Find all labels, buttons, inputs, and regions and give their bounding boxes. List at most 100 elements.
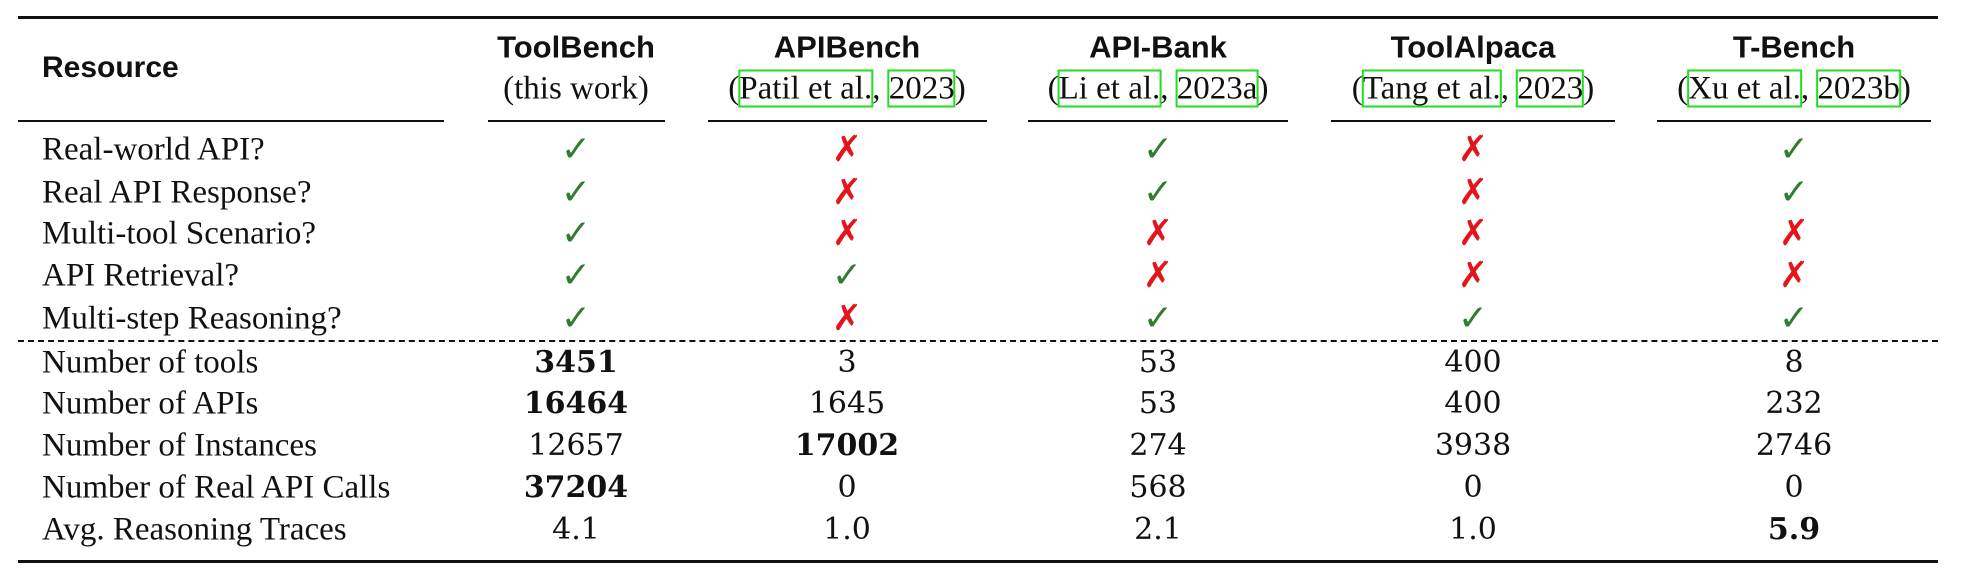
row-label: Multi-step Reasoning?	[42, 300, 342, 337]
cell: 1.0	[823, 512, 871, 547]
citation-link[interactable]: 2023a	[1175, 69, 1259, 108]
citation-link[interactable]: Li et al.	[1057, 69, 1162, 108]
header-cell: Resource	[42, 51, 179, 84]
citation-link[interactable]: Tang et al.	[1361, 69, 1502, 108]
check-mark: ✓	[560, 129, 592, 170]
cell: 8	[1784, 345, 1804, 380]
subtitle-text: ,	[872, 70, 889, 107]
check-mark: ✓	[560, 298, 592, 339]
check-mark: ✓	[1778, 298, 1810, 339]
cell: 17002	[794, 428, 900, 463]
subtitle-text: ,	[1800, 70, 1818, 107]
row-label: Number of tools	[42, 344, 259, 381]
cross-mark: ✗	[831, 213, 863, 254]
header-cell: T-Bench	[1732, 29, 1856, 65]
check-mark: ✓	[1142, 129, 1174, 170]
check-mark: ✓	[1142, 172, 1174, 213]
cell: 3938	[1434, 428, 1512, 463]
cell: 4.1	[552, 512, 600, 547]
citation-link[interactable]: Patil et al.	[738, 69, 874, 108]
check-mark: ✓	[560, 255, 592, 296]
header-cell: ToolBench	[497, 29, 655, 65]
citation-link[interactable]: 2023	[887, 69, 956, 108]
subtitle-text: (	[1351, 70, 1363, 107]
cell: 2.1	[1134, 512, 1182, 547]
subtitle-text: (this work)	[503, 70, 649, 107]
cell: 12657	[528, 428, 624, 463]
cell: 16464	[523, 386, 629, 421]
citation-link[interactable]: 2023	[1516, 69, 1585, 108]
row-label: Avg. Reasoning Traces	[42, 511, 347, 548]
cross-mark: ✗	[1142, 213, 1174, 254]
cell: 1.0	[1449, 512, 1497, 547]
citation-link[interactable]: Xu et al.	[1687, 69, 1802, 108]
cell: 3451	[534, 345, 618, 380]
cross-mark: ✗	[1457, 172, 1489, 213]
header-cell: API-Bank	[1089, 29, 1227, 65]
check-mark: ✓	[560, 213, 592, 254]
cross-mark: ✗	[1142, 255, 1174, 296]
cell: 568	[1129, 470, 1187, 505]
row-label: API Retrieval?	[42, 257, 240, 294]
header-subtitle: (this work)	[503, 70, 649, 107]
row-label: Number of Instances	[42, 427, 317, 464]
cell: 400	[1444, 345, 1502, 380]
cell: 0	[1784, 470, 1804, 505]
cell: 3	[837, 345, 857, 380]
cell: 400	[1444, 386, 1502, 421]
cell: 0	[837, 470, 857, 505]
cell: 53	[1138, 386, 1178, 421]
header-underline	[488, 120, 665, 122]
subtitle-text: )	[1257, 70, 1269, 107]
header-underline	[1028, 120, 1288, 122]
subtitle-text: (	[1677, 70, 1689, 107]
top-rule	[18, 16, 1938, 19]
header-underline	[1331, 120, 1615, 122]
cross-mark: ✗	[1457, 255, 1489, 296]
cross-mark: ✗	[1778, 255, 1810, 296]
row-label: Real API Response?	[42, 174, 312, 211]
row-label: Multi-tool Scenario?	[42, 215, 317, 252]
row-label: Number of Real API Calls	[42, 469, 391, 506]
header-subtitle: (Xu et al., 2023b)	[1677, 69, 1911, 108]
header-underline	[708, 120, 987, 122]
header-subtitle: (Patil et al., 2023)	[728, 69, 966, 108]
cell: 274	[1129, 428, 1187, 463]
header-subtitle: (Tang et al., 2023)	[1351, 69, 1595, 108]
check-mark: ✓	[1778, 172, 1810, 213]
cell: 1645	[808, 386, 886, 421]
cell: 232	[1765, 386, 1823, 421]
header-cell: ToolAlpaca	[1390, 29, 1556, 65]
row-label: Number of APIs	[42, 385, 259, 422]
bottom-rule	[18, 560, 1938, 563]
cross-mark: ✗	[1457, 213, 1489, 254]
subtitle-text: )	[1583, 70, 1595, 107]
dashed-divider	[18, 340, 1938, 342]
cell: 37204	[523, 470, 629, 505]
check-mark: ✓	[831, 255, 863, 296]
header-underline	[1657, 120, 1931, 122]
header-subtitle: (Li et al., 2023a)	[1047, 69, 1269, 108]
cell: 53	[1138, 345, 1178, 380]
check-mark: ✓	[1457, 298, 1489, 339]
cross-mark: ✗	[1457, 129, 1489, 170]
citation-link[interactable]: 2023b	[1816, 69, 1901, 108]
subtitle-text: (	[1047, 70, 1059, 107]
row-label: Real-world API?	[42, 131, 265, 168]
subtitle-text: )	[1899, 70, 1911, 107]
subtitle-text: )	[954, 70, 966, 107]
cell: 5.9	[1767, 512, 1821, 547]
check-mark: ✓	[1142, 298, 1174, 339]
cross-mark: ✗	[831, 298, 863, 339]
check-mark: ✓	[560, 172, 592, 213]
cross-mark: ✗	[831, 172, 863, 213]
subtitle-text: ,	[1160, 70, 1177, 107]
check-mark: ✓	[1778, 129, 1810, 170]
subtitle-text: (	[728, 70, 740, 107]
cell: 2746	[1755, 428, 1833, 463]
header-cell: APIBench	[773, 29, 921, 65]
subtitle-text: ,	[1500, 70, 1518, 107]
cross-mark: ✗	[1778, 213, 1810, 254]
header-underline	[18, 120, 444, 122]
